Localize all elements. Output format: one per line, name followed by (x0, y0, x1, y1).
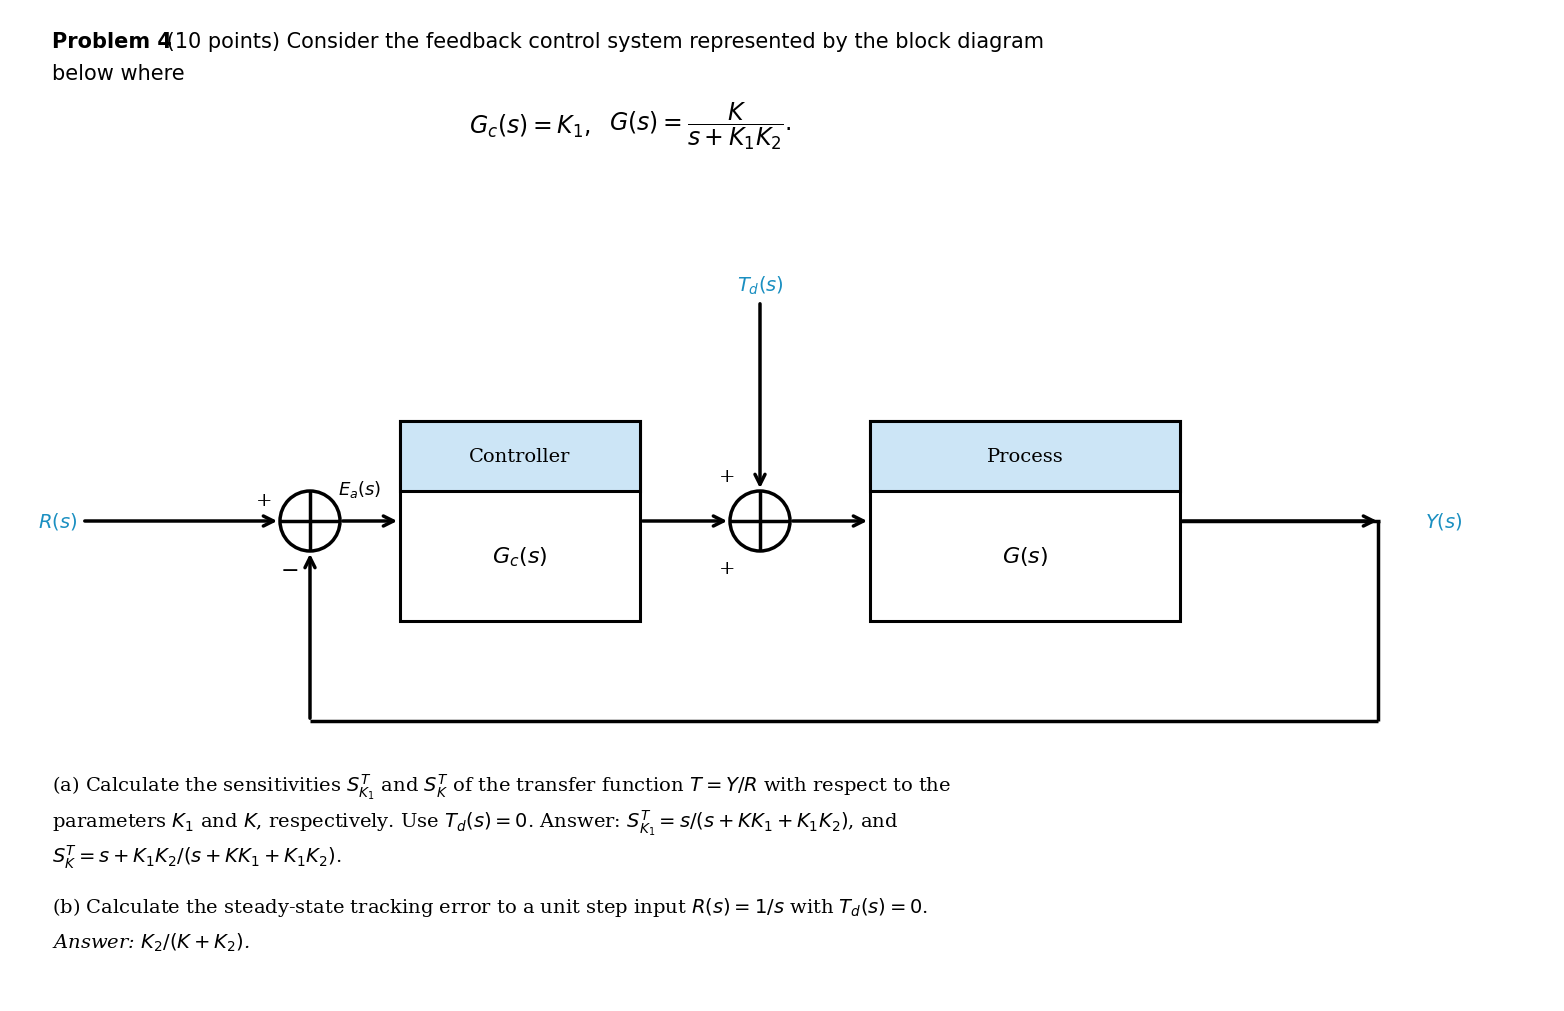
Text: $T_d(s)$: $T_d(s)$ (737, 274, 784, 296)
Text: $G(s)$: $G(s)$ (1003, 545, 1048, 568)
Text: −: − (280, 559, 299, 581)
Text: Process: Process (987, 448, 1064, 465)
Text: (a) Calculate the sensitivities $S^T_{K_1}$ and $S^T_K$ of the transfer function: (a) Calculate the sensitivities $S^T_{K_… (52, 771, 951, 801)
Bar (870, 422, 1179, 622)
Text: $G(s) = \dfrac{K}{s + K_1K_2}.$: $G(s) = \dfrac{K}{s + K_1K_2}.$ (608, 100, 791, 152)
Text: below where: below where (52, 64, 185, 84)
Text: $G_c(s) = K_1,$: $G_c(s) = K_1,$ (469, 112, 591, 140)
Bar (400, 422, 640, 491)
Text: +: + (718, 467, 735, 485)
Text: $R(s)$: $R(s)$ (38, 511, 77, 532)
Text: Answer: $K_2/(K + K_2)$.: Answer: $K_2/(K + K_2)$. (52, 931, 250, 953)
Text: +: + (255, 491, 272, 510)
Text: Controller: Controller (469, 448, 571, 465)
Text: parameters $K_1$ and $K$, respectively. Use $T_d(s) = 0$. Answer: $S^T_{K_1} = s: parameters $K_1$ and $K$, respectively. … (52, 807, 898, 837)
Text: (10 points) Consider the feedback control system represented by the block diagra: (10 points) Consider the feedback contro… (160, 32, 1045, 52)
Text: $G_c(s)$: $G_c(s)$ (493, 545, 547, 568)
Bar (870, 422, 1179, 491)
Text: (b) Calculate the steady-state tracking error to a unit step input $R(s) = 1/s$ : (b) Calculate the steady-state tracking … (52, 895, 927, 918)
Text: $E_a(s)$: $E_a(s)$ (338, 478, 382, 499)
Text: $Y(s)$: $Y(s)$ (1425, 511, 1462, 532)
Text: Problem 4: Problem 4 (52, 32, 172, 52)
Text: $S^T_K = s + K_1K_2/(s + KK_1 + K_1K_2)$.: $S^T_K = s + K_1K_2/(s + KK_1 + K_1K_2)$… (52, 843, 341, 870)
Bar (400, 422, 640, 622)
Text: +: + (718, 559, 735, 577)
